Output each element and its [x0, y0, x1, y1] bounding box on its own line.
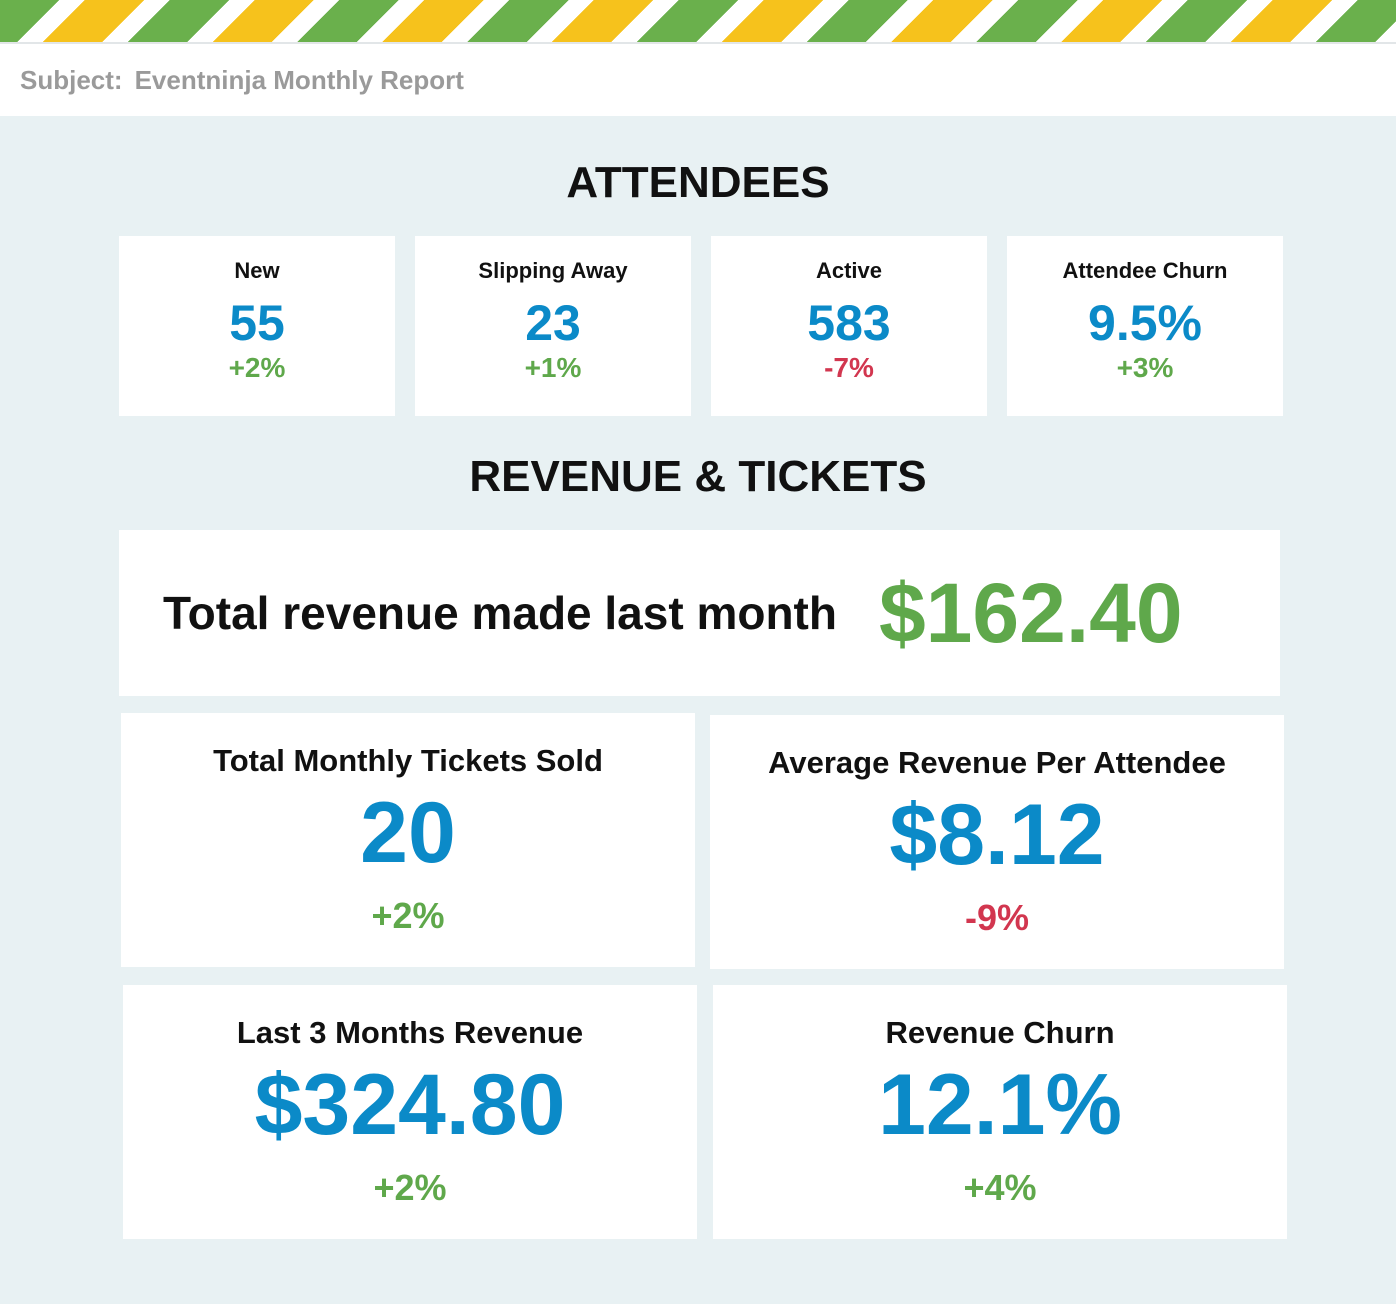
three-month-revenue-card: Last 3 Months Revenue $324.80 +2% [123, 985, 697, 1239]
card-label: New [234, 258, 280, 283]
revenue-churn-card: Revenue Churn 12.1% +4% [713, 985, 1287, 1239]
card-delta: +2% [373, 1167, 447, 1208]
attendee-card-new: New 55 +2% [119, 236, 395, 416]
decorative-stripe-border [0, 0, 1396, 44]
card-delta: -7% [824, 352, 874, 383]
total-revenue-label: Total revenue made last month [163, 587, 837, 639]
card-value: $8.12 [889, 787, 1105, 883]
card-delta: +2% [371, 895, 445, 936]
card-label: Slipping Away [478, 258, 628, 283]
card-value: 583 [807, 295, 891, 351]
card-value: 23 [525, 295, 581, 351]
subject-text: Eventninja Monthly Report [134, 64, 464, 95]
card-value: 20 [360, 785, 456, 881]
attendee-card-active: Active 583 -7% [711, 236, 987, 416]
card-label: Attendee Churn [1062, 258, 1228, 283]
card-label: Active [815, 258, 883, 283]
attendees-section-title: ATTENDEES [566, 158, 830, 207]
card-delta: +1% [524, 352, 582, 383]
card-label: Last 3 Months Revenue [236, 1015, 584, 1050]
card-delta: +3% [1116, 352, 1174, 383]
card-delta: +4% [963, 1167, 1037, 1208]
total-revenue-card: Total revenue made last month $162.40 [119, 530, 1280, 696]
card-label: Average Revenue Per Attendee [768, 745, 1226, 780]
email-subject-bar: Subject: Eventninja Monthly Report [0, 44, 1396, 116]
attendee-card-churn: Attendee Churn 9.5% +3% [1007, 236, 1283, 416]
card-delta: -9% [964, 897, 1030, 938]
card-value: 9.5% [1088, 295, 1202, 351]
subject-label: Subject: [20, 64, 123, 95]
attendee-card-slipping-away: Slipping Away 23 +1% [415, 236, 691, 416]
card-label: Revenue Churn [885, 1015, 1115, 1050]
card-value: 12.1% [878, 1057, 1122, 1153]
avg-revenue-card: Average Revenue Per Attendee $8.12 -9% [710, 715, 1284, 969]
tickets-sold-card: Total Monthly Tickets Sold 20 +2% [121, 713, 695, 967]
revenue-section-title: REVENUE & TICKETS [469, 452, 927, 501]
card-label: Total Monthly Tickets Sold [213, 743, 603, 778]
total-revenue-value: $162.40 [878, 565, 1183, 660]
card-value: $324.80 [254, 1057, 566, 1153]
card-delta: +2% [228, 352, 286, 383]
card-value: 55 [229, 295, 285, 351]
